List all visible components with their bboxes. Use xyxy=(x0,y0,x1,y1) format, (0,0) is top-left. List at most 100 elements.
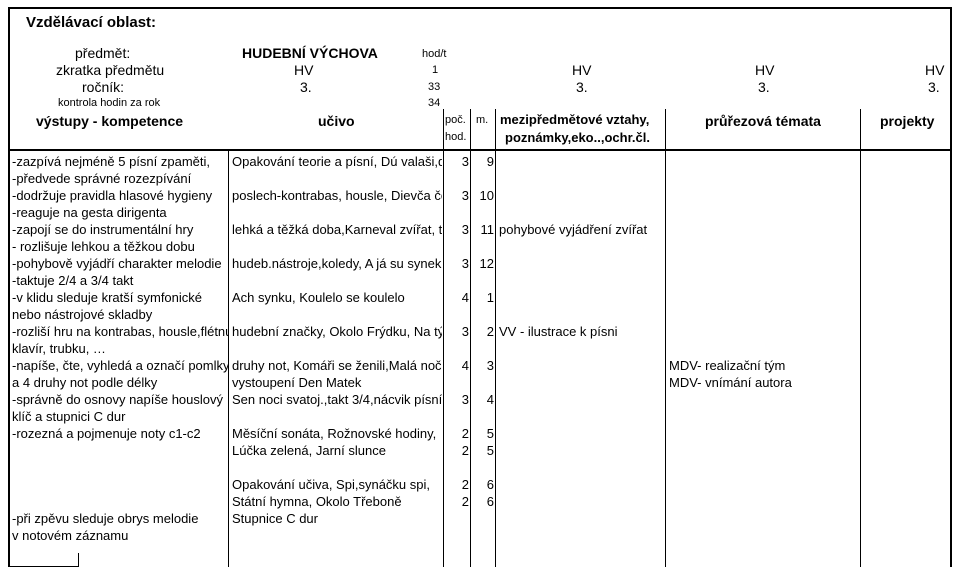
abbr-repeat-2: HV xyxy=(755,62,774,78)
col-projekty: projekty xyxy=(880,113,934,129)
cell-m: 12 xyxy=(472,256,494,271)
cell-ucivo: Sen noci svatoj.,takt 3/4,nácvik písní xyxy=(232,392,442,407)
cell-ucivo: Státní hymna, Okolo Třeboně xyxy=(232,494,442,509)
vline-2 xyxy=(443,109,444,567)
cell-outputs: -v klidu sleduje kratší symfonické xyxy=(12,290,228,305)
col-hod: hod. xyxy=(445,131,466,143)
control-hours: 34 xyxy=(428,97,440,109)
cell-m: 5 xyxy=(472,426,494,441)
cell-ucivo: druhy not, Komáři se ženili,Malá noč.hud… xyxy=(232,358,442,373)
cell-m: 4 xyxy=(472,392,494,407)
grade-repeat-3: 3. xyxy=(928,79,940,95)
abbr-value: HV xyxy=(294,62,313,78)
subject-label: předmět: xyxy=(75,45,130,61)
cell-m: 2 xyxy=(472,324,494,339)
cell-ucivo: lehká a těžká doba,Karneval zvířat, takt… xyxy=(232,222,442,237)
cell-ucivo: Opakování učiva, Spi,synáčku spi, xyxy=(232,477,442,492)
cell-outputs: klíč a stupnici C dur xyxy=(12,409,228,424)
bottom-small-border-h xyxy=(8,566,78,567)
cell-m: 9 xyxy=(472,154,494,169)
cell-poc: 3 xyxy=(445,154,469,169)
cell-prurez: MDV- realizační tým xyxy=(669,358,857,373)
control-label: kontrola hodin za rok xyxy=(58,97,160,109)
abbr-repeat-1: HV xyxy=(572,62,591,78)
cell-poc: 3 xyxy=(445,256,469,271)
col-poznamky: poznámky,eko..,ochr.čl. xyxy=(505,130,650,145)
cell-ucivo: Ach synku, Koulelo se koulelo xyxy=(232,290,442,305)
cell-m: 6 xyxy=(472,494,494,509)
cell-poc: 4 xyxy=(445,290,469,305)
cell-mezi: VV - ilustrace k písni xyxy=(499,324,663,339)
cell-poc: 3 xyxy=(445,392,469,407)
cell-outputs: -předvede správné rozezpívání xyxy=(12,171,228,186)
col-poc: poč. xyxy=(445,114,466,126)
grade-hours: 33 xyxy=(428,81,440,93)
cell-mezi: pohybové vyjádření zvířat xyxy=(499,222,663,237)
cell-poc: 2 xyxy=(445,494,469,509)
cell-ucivo: Opakování teorie a písní, Dú valaši,dú xyxy=(232,154,442,169)
cell-outputs: nebo nástrojové skladby xyxy=(12,307,228,322)
cell-ucivo: hudeb.nástroje,koledy, A já su synek xyxy=(232,256,442,271)
vline-6 xyxy=(860,109,861,567)
cell-m: 5 xyxy=(472,443,494,458)
vline-3 xyxy=(470,109,471,567)
curriculum-plan-page: Vzdělávací oblast: předmět: zkratka před… xyxy=(0,0,960,573)
cell-ucivo: Stupnice C dur xyxy=(232,511,442,526)
cell-outputs: -napíše, čte, vyhledá a označí pomlky xyxy=(12,358,228,373)
cell-poc: 2 xyxy=(445,426,469,441)
grade-repeat-2: 3. xyxy=(758,79,770,95)
area-label: Vzdělávací oblast: xyxy=(26,14,156,31)
hodt-label: hod/t xyxy=(422,48,446,60)
col-m: m. xyxy=(476,114,488,126)
cell-outputs: a 4 druhy not podle délky xyxy=(12,375,228,390)
cell-outputs: -při zpěvu sleduje obrys melodie xyxy=(12,511,228,526)
cell-ucivo: vystoupení Den Matek xyxy=(232,375,442,390)
vline-4 xyxy=(495,109,496,567)
border-header-bottom xyxy=(8,149,952,151)
col-ucivo: učivo xyxy=(318,113,355,129)
abbr-num: 1 xyxy=(432,64,438,76)
cell-m: 1 xyxy=(472,290,494,305)
border-left xyxy=(8,7,10,567)
cell-outputs: - rozlišuje lehkou a těžkou dobu xyxy=(12,239,228,254)
cell-poc: 3 xyxy=(445,188,469,203)
subject-value: HUDEBNÍ VÝCHOVA xyxy=(242,45,378,61)
abbr-repeat-3: HV xyxy=(925,62,944,78)
cell-outputs: -pohybově vyjádří charakter melodie xyxy=(12,256,228,271)
border-top xyxy=(8,7,952,9)
grade-repeat-1: 3. xyxy=(576,79,588,95)
cell-ucivo: Lúčka zelená, Jarní slunce xyxy=(232,443,442,458)
cell-ucivo: hudební značky, Okolo Frýdku, Na tý louc… xyxy=(232,324,442,339)
vline-5 xyxy=(665,109,666,567)
cell-outputs: -zazpívá nejméně 5 písní zpaměti, xyxy=(12,154,228,169)
outputs-label: výstupy - kompetence xyxy=(36,113,183,129)
cell-poc: 3 xyxy=(445,324,469,339)
cell-ucivo: Měsíční sonáta, Rožnovské hodiny, xyxy=(232,426,442,441)
cell-outputs: -reaguje na gesta dirigenta xyxy=(12,205,228,220)
cell-outputs: -rozliší hru na kontrabas, housle,flétnu xyxy=(12,324,228,339)
cell-m: 3 xyxy=(472,358,494,373)
bottom-small-border-v xyxy=(78,553,79,567)
col-mezi: mezipředmětové vztahy, xyxy=(500,112,649,127)
cell-m: 10 xyxy=(472,188,494,203)
cell-outputs: v notovém záznamu xyxy=(12,528,228,543)
cell-m: 11 xyxy=(472,222,494,237)
vline-1 xyxy=(228,149,229,567)
abbr-label: zkratka předmětu xyxy=(56,62,164,78)
border-right xyxy=(950,7,952,567)
cell-ucivo: poslech-kontrabas, housle, Dievča čo rob… xyxy=(232,188,442,203)
grade-label: ročník: xyxy=(82,79,124,95)
cell-outputs: -zapojí se do instrumentální hry xyxy=(12,222,228,237)
col-prurez: průřezová témata xyxy=(705,113,821,129)
cell-outputs: -dodržuje pravidla hlasové hygieny xyxy=(12,188,228,203)
cell-outputs: -rozezná a pojmenuje noty c1-c2 xyxy=(12,426,228,441)
cell-poc: 3 xyxy=(445,222,469,237)
cell-poc: 2 xyxy=(445,477,469,492)
cell-outputs: klavír, trubku, … xyxy=(12,341,228,356)
cell-poc: 4 xyxy=(445,358,469,373)
cell-outputs: -správně do osnovy napíše houslový xyxy=(12,392,228,407)
grade-value: 3. xyxy=(300,79,312,95)
cell-poc: 2 xyxy=(445,443,469,458)
cell-prurez: MDV- vnímání autora xyxy=(669,375,857,390)
cell-outputs: -taktuje 2/4 a 3/4 takt xyxy=(12,273,228,288)
